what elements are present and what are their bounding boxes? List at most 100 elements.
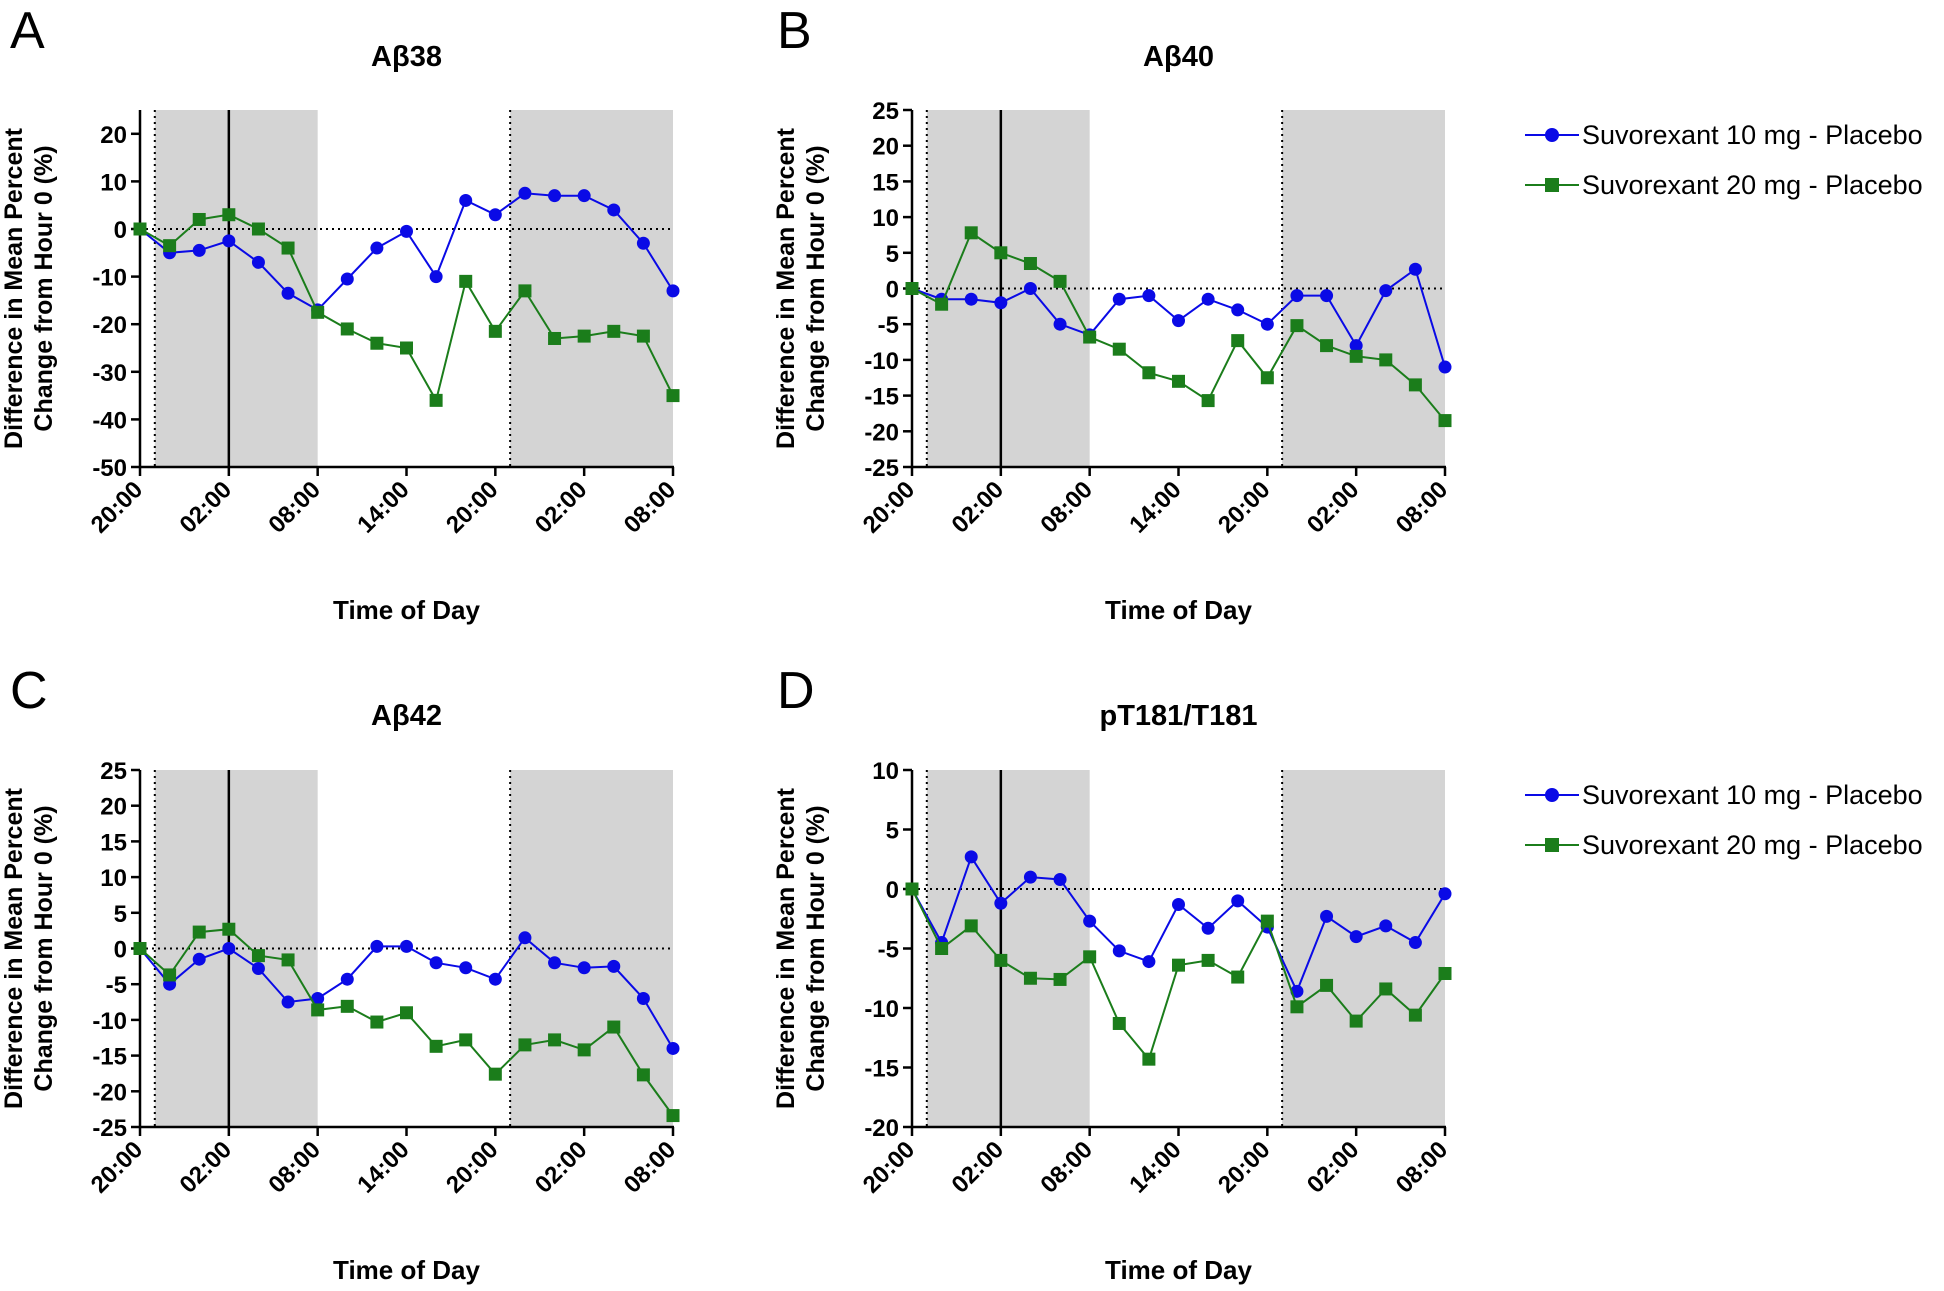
series-1-point — [222, 942, 236, 955]
series-1-point — [1379, 284, 1393, 298]
series-1-point — [964, 292, 978, 306]
series-1-point — [1349, 339, 1363, 353]
series-2-point — [1172, 374, 1185, 388]
y-tick-label: -20 — [864, 419, 899, 446]
y-tick-label: 5 — [886, 818, 899, 845]
series-2-point — [163, 968, 177, 982]
series-2-point — [577, 1043, 591, 1057]
x-tick-label: 08:00 — [1035, 476, 1098, 539]
series-2-point — [1083, 950, 1097, 964]
y-tick-label: 10 — [872, 758, 899, 785]
series-1-point — [1260, 317, 1274, 331]
legend-marker-series1 — [1545, 128, 1559, 142]
series-2-point — [370, 336, 384, 350]
x-tick-label: 20:00 — [858, 476, 921, 539]
legend-marker-series2 — [1545, 178, 1559, 192]
series-1-point — [1379, 919, 1393, 933]
y-tick-label: -10 — [864, 996, 899, 1023]
series-2-point — [905, 282, 919, 295]
series-1-point — [1172, 314, 1185, 328]
chart-title: Aβ42 — [371, 700, 442, 732]
y-axis-label-line2: Change from Hour 0 (%) — [802, 145, 830, 431]
series-1-point — [340, 272, 354, 286]
series-1-point — [1023, 282, 1037, 295]
night-shade-2 — [1282, 770, 1445, 1127]
series-2-point — [1260, 371, 1274, 385]
y-axis-label-line1: Difference in Mean Percent — [0, 127, 28, 449]
x-axis-label: Time of Day — [1105, 595, 1252, 625]
series-1-point — [429, 956, 443, 970]
series-2-point — [666, 389, 680, 403]
series-1-point — [1408, 936, 1422, 950]
series-1-point — [400, 224, 413, 238]
y-tick-label: -25 — [92, 1115, 127, 1142]
y-tick-label: -5 — [878, 937, 899, 964]
x-tick-label: 08:00 — [619, 1136, 682, 1199]
series-1-point — [607, 959, 621, 973]
series-2-point — [1023, 257, 1037, 271]
y-tick-label: 5 — [886, 241, 899, 268]
series-1-point — [666, 284, 680, 298]
legend-marker-series1 — [1545, 788, 1559, 802]
series-2-point — [577, 329, 591, 343]
y-tick-label: -25 — [864, 455, 899, 482]
series-1-point — [1438, 887, 1452, 901]
series-1-point — [400, 939, 413, 953]
series-2-point — [994, 246, 1008, 260]
series-2-point — [548, 331, 562, 345]
series-2-point — [964, 919, 978, 933]
x-tick-label: 14:00 — [1124, 1136, 1187, 1199]
series-2-point — [192, 925, 206, 939]
series-1-point — [1112, 944, 1126, 958]
series-1-point — [636, 236, 650, 250]
x-tick-label: 20:00 — [86, 1136, 149, 1199]
x-tick-label: 02:00 — [530, 476, 593, 539]
panel-letter: C — [10, 662, 48, 720]
series-1-point — [281, 286, 295, 300]
x-tick-label: 08:00 — [1391, 476, 1454, 539]
y-tick-label: 15 — [100, 829, 127, 856]
x-tick-label: 08:00 — [263, 476, 326, 539]
series-1-point — [311, 991, 325, 1005]
y-axis-label-line2: Change from Hour 0 (%) — [802, 805, 830, 1091]
x-tick-label: 02:00 — [947, 1136, 1010, 1199]
x-tick-label: 02:00 — [947, 476, 1010, 539]
series-2-point — [1379, 353, 1393, 367]
series-2-point — [400, 1006, 413, 1020]
series-2-point — [1231, 970, 1245, 984]
x-axis-label: Time of Day — [333, 595, 480, 625]
y-tick-label: -50 — [92, 455, 127, 482]
x-tick-label: 02:00 — [175, 476, 238, 539]
y-tick-label: 10 — [100, 169, 127, 196]
y-tick-label: 10 — [872, 205, 899, 232]
series-2-point — [1408, 1008, 1422, 1022]
series-2-point — [222, 922, 236, 936]
series-2-point — [1053, 274, 1067, 288]
series-1-point — [964, 850, 978, 864]
series-1-point — [429, 270, 443, 284]
y-tick-label: 0 — [114, 937, 127, 964]
series-2-point — [964, 226, 978, 240]
series-1-point — [548, 189, 562, 203]
series-1-point — [1320, 289, 1334, 303]
series-2-point — [1320, 339, 1334, 353]
legend-label-series2: Suvorexant 20 mg - Placebo — [1582, 830, 1923, 860]
x-tick-label: 02:00 — [175, 1136, 238, 1199]
series-1-point — [251, 255, 265, 269]
y-tick-label: -15 — [92, 1044, 127, 1071]
y-axis-label-line1: Difference in Mean Percent — [772, 787, 800, 1109]
series-2-point — [281, 241, 295, 255]
y-tick-label: 5 — [114, 901, 127, 928]
x-tick-label: 20:00 — [1213, 476, 1276, 539]
series-1-point — [1231, 303, 1245, 317]
night-shade-2 — [510, 110, 673, 467]
x-tick-label: 08:00 — [1035, 1136, 1098, 1199]
night-shade-1 — [154, 110, 318, 467]
series-1-point — [1201, 292, 1215, 306]
series-2-point — [636, 329, 650, 343]
series-1-point — [222, 234, 236, 248]
series-2-point — [459, 1033, 473, 1047]
series-2-point — [370, 1015, 384, 1029]
series-1-point — [1142, 289, 1156, 303]
